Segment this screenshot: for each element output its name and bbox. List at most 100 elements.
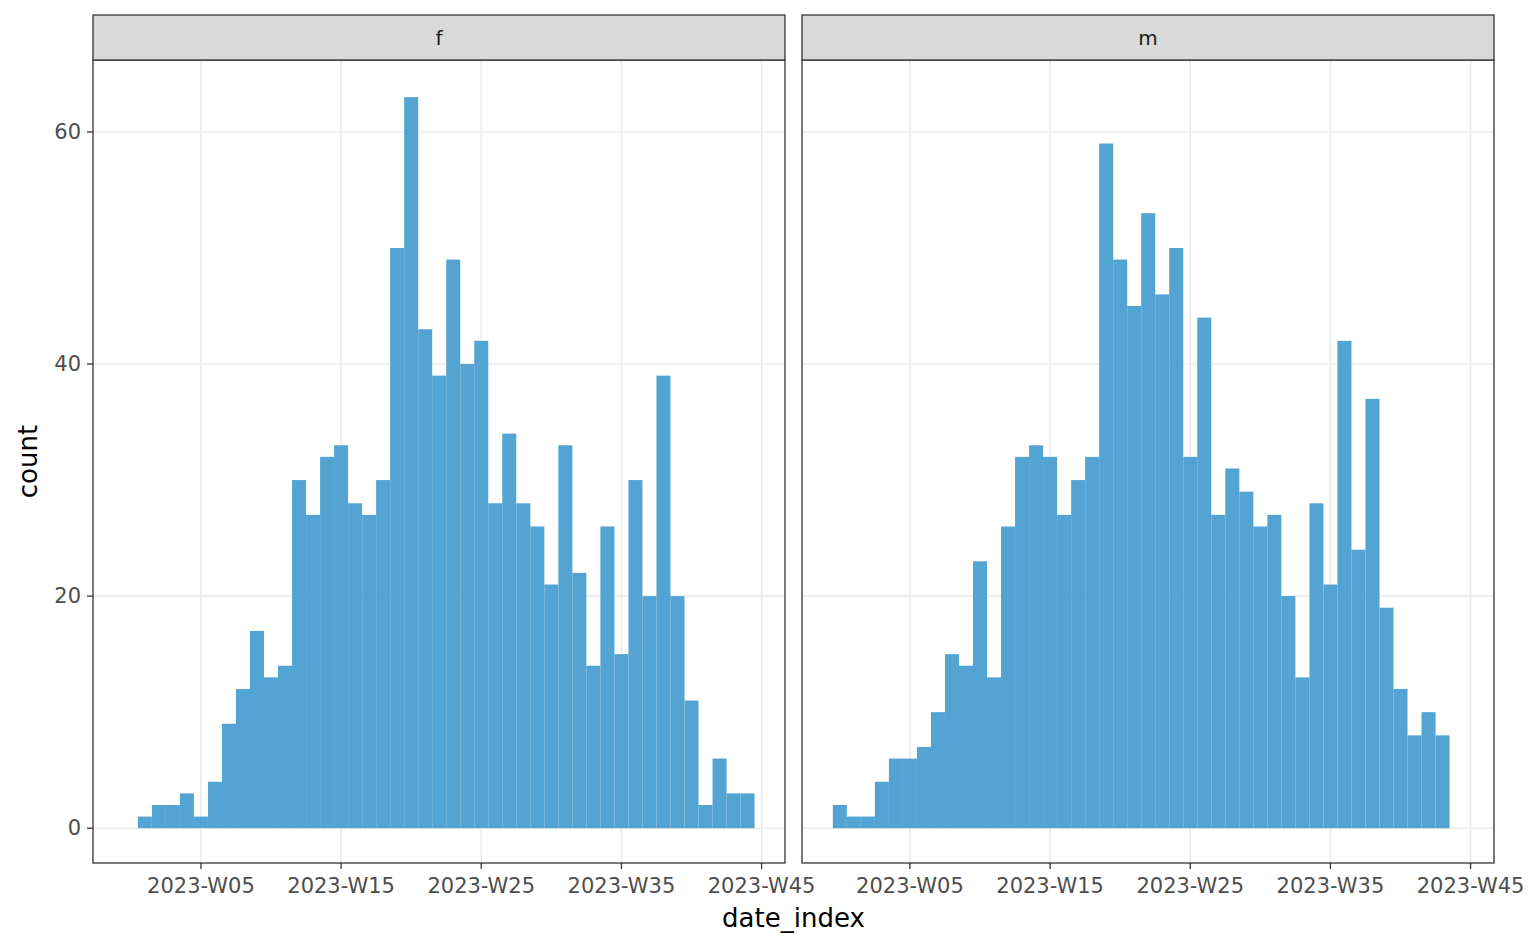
histogram-bar — [889, 759, 903, 829]
histogram-bar — [713, 759, 727, 829]
grid-line — [761, 60, 763, 863]
x-tick — [909, 863, 910, 869]
x-tick — [1330, 863, 1331, 869]
histogram-bar — [1281, 596, 1295, 828]
x-tick-label: 2023-W25 — [427, 874, 535, 898]
histogram-bar — [194, 817, 208, 829]
histogram-bar — [208, 782, 222, 828]
x-tick-label: 2023-W35 — [568, 874, 676, 898]
bars — [138, 97, 755, 828]
histogram-bar — [544, 585, 558, 829]
panel-background — [93, 60, 785, 863]
x-tick — [200, 863, 201, 869]
histogram-bar — [1197, 318, 1211, 829]
histogram-bar — [642, 596, 656, 828]
y-tick — [87, 131, 93, 132]
x-tick — [761, 863, 762, 869]
histogram-bar — [558, 445, 572, 828]
histogram-bar — [306, 515, 320, 828]
histogram-bar — [875, 782, 889, 828]
x-tick — [1470, 863, 1471, 869]
x-tick-label: 2023-W15 — [996, 874, 1104, 898]
histogram-bar — [1379, 608, 1393, 828]
panel: m2023-W052023-W152023-W252023-W352023-W4… — [802, 15, 1524, 898]
y-tick — [87, 828, 93, 829]
histogram-bar — [1351, 550, 1365, 828]
histogram-bar — [1183, 457, 1197, 828]
histogram-bar — [320, 457, 334, 828]
histogram-bar — [600, 526, 614, 828]
histogram-bar — [432, 376, 446, 829]
x-tick-label: 2023-W35 — [1277, 874, 1385, 898]
y-tick-label: 0 — [68, 816, 81, 840]
histogram-bar — [1071, 480, 1085, 828]
y-tick — [87, 363, 93, 364]
histogram-bar — [572, 573, 586, 828]
y-tick-label: 20 — [54, 584, 81, 608]
background — [0, 0, 1536, 949]
histogram-bar — [586, 666, 600, 828]
grid-line — [200, 60, 202, 863]
y-tick-label: 40 — [54, 352, 81, 376]
grid-line — [93, 363, 785, 365]
x-tick-label: 2023-W15 — [287, 874, 395, 898]
facet-strip — [802, 15, 1494, 60]
y-axis-title: count — [13, 425, 43, 498]
histogram-bar — [1043, 457, 1057, 828]
histogram-bar — [903, 759, 917, 829]
y-tick — [87, 595, 93, 596]
histogram-bar — [474, 341, 488, 828]
x-tick-label: 2023-W05 — [147, 874, 255, 898]
chart: f2023-W052023-W152023-W252023-W352023-W4… — [0, 0, 1536, 949]
panel-background — [802, 60, 1494, 863]
grid-line — [909, 60, 911, 863]
histogram-bar — [488, 503, 502, 828]
histogram-bar — [138, 817, 152, 829]
histogram-bar — [931, 712, 945, 828]
histogram-bar — [292, 480, 306, 828]
panel: f2023-W052023-W152023-W252023-W352023-W4… — [54, 15, 815, 898]
x-tick — [1049, 863, 1050, 869]
histogram-bar — [334, 445, 348, 828]
histogram-bar — [1015, 457, 1029, 828]
histogram-bar — [1141, 213, 1155, 828]
histogram-bar — [278, 666, 292, 828]
histogram-bar — [847, 817, 861, 829]
histogram-bar — [670, 596, 684, 828]
histogram-bar — [614, 654, 628, 828]
histogram-bar — [1365, 399, 1379, 828]
histogram-bar — [1211, 515, 1225, 828]
histogram-bar — [1155, 294, 1169, 828]
histogram-bar — [1323, 585, 1337, 829]
histogram-bar — [959, 666, 973, 828]
histogram-bar — [1001, 526, 1015, 828]
histogram-bar — [362, 515, 376, 828]
histogram-bar — [628, 480, 642, 828]
histogram-bar — [1029, 445, 1043, 828]
histogram-bar — [404, 97, 418, 828]
histogram-bar — [180, 793, 194, 828]
histogram-bar — [1169, 248, 1183, 828]
histogram-bar — [741, 793, 755, 828]
histogram-bar — [1085, 457, 1099, 828]
grid-line — [1470, 60, 1472, 863]
histogram-bar — [166, 805, 180, 828]
histogram-bar — [222, 724, 236, 828]
histogram-bar — [1295, 677, 1309, 828]
histogram-bar — [418, 329, 432, 828]
x-tick — [340, 863, 341, 869]
histogram-bar — [1337, 341, 1351, 828]
histogram-bar — [1309, 503, 1323, 828]
histogram-bar — [1225, 468, 1239, 828]
grid-line — [802, 131, 1494, 133]
histogram-bar — [1267, 515, 1281, 828]
histogram-bar — [390, 248, 404, 828]
histogram-bar — [945, 654, 959, 828]
histogram-bar — [656, 376, 670, 829]
x-tick — [621, 863, 622, 869]
histogram-bar — [152, 805, 166, 828]
histogram-bar — [1253, 526, 1267, 828]
panel-border — [93, 60, 785, 863]
histogram-bar — [1057, 515, 1071, 828]
histogram-bar — [264, 677, 278, 828]
